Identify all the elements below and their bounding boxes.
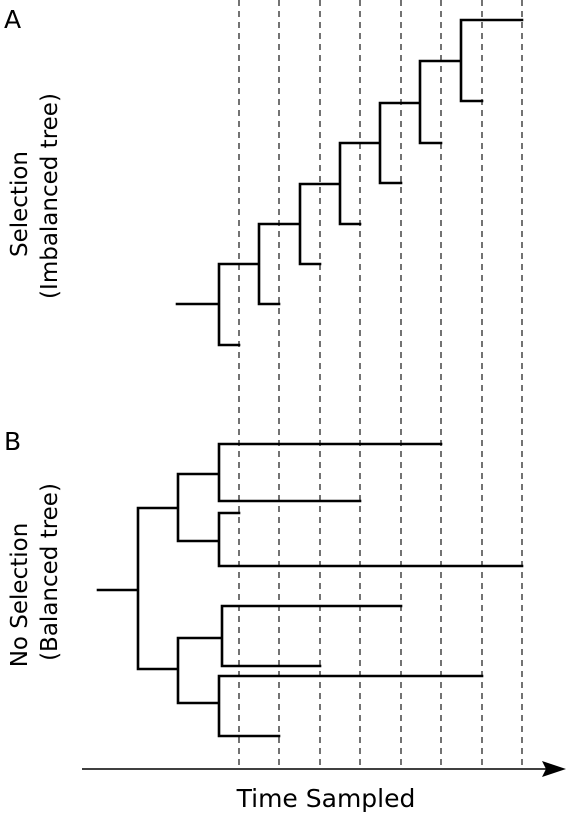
balanced-tree xyxy=(96,442,524,738)
time-axis-title: Time Sampled xyxy=(236,784,416,813)
panel-b-letter: B xyxy=(4,427,21,456)
panel-a-label-line2: (Imbalanced tree) xyxy=(37,93,63,299)
panel-b-label-line2: (Balanced tree) xyxy=(37,483,63,661)
panel-b-label-line1: No Selection xyxy=(7,523,33,668)
panel-a: A Selection (Imbalanced tree) xyxy=(4,5,524,347)
imbalanced-tree xyxy=(175,18,524,347)
time-axis-arrowhead-icon xyxy=(542,761,566,777)
time-axis: Time Sampled xyxy=(82,761,566,813)
panel-a-label-line1: Selection xyxy=(7,151,33,257)
panel-a-letter: A xyxy=(4,5,21,34)
panel-b: B No Selection (Balanced tree) xyxy=(4,427,524,738)
